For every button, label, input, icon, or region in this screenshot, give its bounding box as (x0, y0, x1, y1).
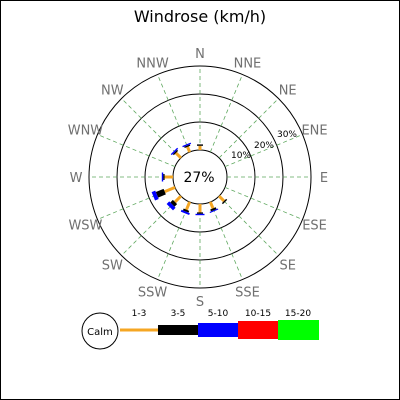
bar-se-1-3 (218, 195, 226, 203)
wind-bars (151, 142, 228, 216)
direction-label-ese: ESE (302, 218, 327, 233)
bar-nw-1-3 (174, 151, 182, 159)
legend-label-5-10: 5-10 (208, 309, 229, 319)
spoke-ne (218, 98, 279, 159)
ring-label-30: 30% (277, 130, 297, 140)
spoke-ssw (157, 201, 191, 280)
direction-label-nne: NNE (234, 56, 262, 71)
bar-wsw-3-5 (155, 188, 166, 198)
direction-label-ssw: SSW (138, 286, 168, 301)
bar-sw-5-10 (166, 201, 176, 211)
direction-label-wsw: WSW (68, 218, 102, 233)
ring-labels: 10% 20% 30% (231, 130, 297, 161)
direction-label-ne: NE (279, 83, 297, 98)
spoke-sse (209, 201, 243, 280)
bar-sse-3-5 (210, 207, 217, 212)
direction-label-nnw: NNW (136, 56, 168, 71)
direction-label-s: S (196, 295, 204, 310)
spoke-nnw (157, 74, 191, 153)
bar-sw-1-3 (173, 195, 182, 204)
direction-label-e: E (320, 171, 328, 186)
bar-ssw-3-5 (182, 208, 190, 213)
direction-label-w: W (70, 171, 83, 186)
bar-nnw-3-5 (184, 144, 191, 149)
direction-label-ene: ENE (301, 124, 327, 139)
direction-label-wnw: WNW (68, 124, 104, 139)
direction-label-nw: NW (101, 83, 124, 98)
legend-swatch-10-15 (238, 321, 278, 339)
legend-label-1-3: 1-3 (132, 309, 147, 319)
bar-nnw-5-10 (182, 142, 192, 148)
bar-nw-3-5 (172, 149, 179, 156)
bar-ssw-5-10 (180, 209, 190, 216)
direction-label-se: SE (279, 259, 295, 274)
legend-swatch-15-20 (278, 320, 319, 340)
spoke-se (218, 195, 279, 256)
spoke-wnw (97, 134, 176, 168)
legend: Calm 1-3 3-5 5-10 10-15 15-20 (81, 309, 319, 350)
direction-label-sse: SSE (235, 286, 260, 301)
ring-30 (88, 65, 312, 289)
chart-title: Windrose (km/h) (134, 7, 266, 26)
bar-ssw-1-3 (185, 201, 192, 211)
legend-swatch-3-5 (158, 325, 198, 335)
legend-calm-circle (81, 312, 119, 350)
direction-labels: N NNE NE ENE E ESE SE SSE S SSW SW WSW W WNW NW NNW (68, 47, 328, 310)
direction-label-sw: SW (102, 259, 123, 274)
ring-label-20: 20% (254, 141, 274, 151)
calm-percent-label: 27% (183, 170, 214, 186)
legend-label-10-15: 10-15 (245, 309, 271, 319)
bar-wsw-5-10 (151, 190, 159, 201)
spoke-nne (209, 74, 243, 153)
legend-calm-label: Calm (87, 327, 113, 338)
bar-nnw-1-3 (186, 146, 192, 153)
spoke-ene (224, 134, 303, 168)
bar-sw-3-5 (170, 199, 178, 207)
legend-label-3-5: 3-5 (171, 309, 186, 319)
bar-nw-5-10 (170, 147, 179, 156)
bar-sse-1-3 (208, 201, 215, 209)
legend-swatch-5-10 (198, 323, 238, 337)
spoke-nw (121, 98, 182, 159)
direction-spokes (89, 66, 311, 288)
ring-label-10: 10% (231, 151, 251, 161)
legend-label-15-20: 15-20 (285, 309, 311, 319)
spoke-ese (224, 186, 303, 220)
direction-label-n: N (195, 47, 205, 62)
bar-se-3-5 (221, 198, 228, 205)
bar-wsw-1-3 (164, 185, 176, 194)
